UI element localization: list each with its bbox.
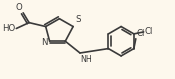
Text: Cl: Cl [137, 29, 145, 38]
Text: S: S [75, 15, 81, 24]
Text: N: N [41, 38, 48, 47]
Text: Cl: Cl [145, 27, 153, 36]
Text: HO: HO [2, 24, 15, 33]
Text: O: O [15, 3, 22, 12]
Text: NH: NH [80, 55, 92, 64]
